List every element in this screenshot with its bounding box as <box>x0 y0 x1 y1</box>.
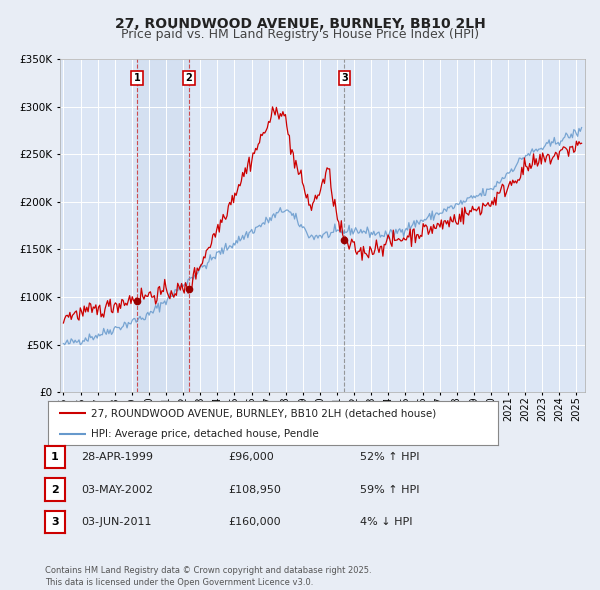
Bar <box>137 59 189 392</box>
Text: £160,000: £160,000 <box>228 517 281 527</box>
Text: 1: 1 <box>134 73 140 83</box>
Text: 27, ROUNDWOOD AVENUE, BURNLEY, BB10 2LH: 27, ROUNDWOOD AVENUE, BURNLEY, BB10 2LH <box>115 17 485 31</box>
Text: 28-APR-1999: 28-APR-1999 <box>81 453 153 462</box>
Text: 52% ↑ HPI: 52% ↑ HPI <box>360 453 419 462</box>
Text: Price paid vs. HM Land Registry's House Price Index (HPI): Price paid vs. HM Land Registry's House … <box>121 28 479 41</box>
Text: 1: 1 <box>51 453 59 462</box>
Text: 27, ROUNDWOOD AVENUE, BURNLEY, BB10 2LH (detached house): 27, ROUNDWOOD AVENUE, BURNLEY, BB10 2LH … <box>91 408 436 418</box>
Text: 59% ↑ HPI: 59% ↑ HPI <box>360 485 419 494</box>
Text: Contains HM Land Registry data © Crown copyright and database right 2025.
This d: Contains HM Land Registry data © Crown c… <box>45 566 371 587</box>
Text: 03-MAY-2002: 03-MAY-2002 <box>81 485 153 494</box>
Text: £96,000: £96,000 <box>228 453 274 462</box>
Text: HPI: Average price, detached house, Pendle: HPI: Average price, detached house, Pend… <box>91 430 319 440</box>
Text: £108,950: £108,950 <box>228 485 281 494</box>
Text: 03-JUN-2011: 03-JUN-2011 <box>81 517 151 527</box>
Text: 4% ↓ HPI: 4% ↓ HPI <box>360 517 413 527</box>
Text: 3: 3 <box>341 73 348 83</box>
Text: 2: 2 <box>185 73 193 83</box>
Text: 2: 2 <box>51 485 59 494</box>
Text: 3: 3 <box>51 517 59 527</box>
